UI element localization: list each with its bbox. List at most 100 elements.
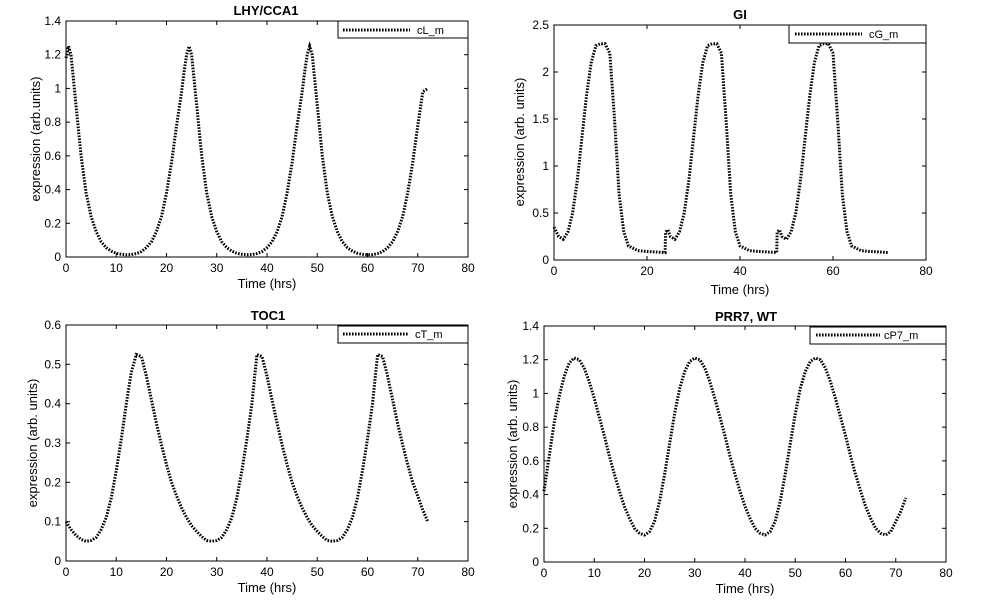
x-tick-label: 70	[889, 566, 903, 580]
y-tick-label: 0.2	[522, 521, 539, 535]
legend: cG_m	[788, 24, 927, 44]
x-tick-label: 40	[260, 261, 274, 275]
y-tick-label: 0.4	[522, 488, 539, 502]
chart-panel-lhy-cca1: LHY/CCA1 0 0.2 0.4 0.6 0.8 1 1.2 1.4 0 10 20 30 40 5…	[28, 3, 475, 291]
x-axis-label: Time (hrs)	[711, 282, 770, 297]
x-tick-label: 60	[839, 566, 853, 580]
legend-label: cL_m	[417, 25, 444, 37]
y-tick-label: 0.2	[44, 475, 61, 489]
x-tick-label: 80	[461, 261, 475, 275]
y-tick-label: 0.5	[44, 357, 61, 371]
y-axis-ticks: 0 0.2 0.4 0.6 0.8 1 1.2 1.4	[44, 14, 468, 264]
x-tick-label: 10	[588, 566, 602, 580]
chart-panel-gi: GI 0 0.5 1 1.5 2 2.5 0 20 40 60 80 Time (hrs) exp…	[512, 7, 933, 297]
y-axis-ticks: 0 0.1 0.2 0.3 0.4 0.5 0.6	[44, 318, 468, 568]
chart-title: PRR7, WT	[715, 309, 777, 324]
y-axis-ticks: 0 0.5 1 1.5 2 2.5	[532, 18, 926, 267]
y-tick-label: 0	[54, 250, 61, 264]
x-tick-label: 80	[919, 264, 933, 278]
y-tick-label: 0.5	[532, 206, 549, 220]
legend-label: cP7_m	[884, 330, 918, 342]
x-tick-label: 0	[541, 566, 548, 580]
plot-frame	[543, 325, 947, 563]
legend: cP7_m	[809, 326, 947, 345]
y-tick-label: 1.2	[522, 353, 539, 367]
x-tick-label: 10	[110, 565, 124, 579]
y-axis-label: expression (arb.units)	[28, 77, 43, 202]
x-tick-label: 20	[160, 565, 174, 579]
x-tick-label: 50	[789, 566, 803, 580]
y-tick-label: 1.2	[44, 48, 61, 62]
chart-title: GI	[733, 7, 747, 22]
y-tick-label: 1.4	[44, 14, 61, 28]
x-tick-label: 20	[640, 264, 654, 278]
y-tick-label: 1.4	[522, 319, 539, 333]
x-tick-label: 70	[411, 261, 425, 275]
y-tick-label: 0.8	[522, 420, 539, 434]
y-axis-label: expression (arb. units)	[505, 380, 520, 509]
x-tick-label: 60	[826, 264, 840, 278]
series-line-cl-m	[64, 41, 429, 257]
x-tick-label: 10	[110, 261, 124, 275]
y-tick-label: 2	[542, 65, 549, 79]
x-tick-label: 70	[411, 565, 425, 579]
x-tick-label: 0	[551, 264, 558, 278]
y-tick-label: 0.4	[44, 397, 61, 411]
legend-label: cG_m	[869, 29, 898, 41]
y-tick-label: 0.6	[44, 149, 61, 163]
x-tick-label: 0	[63, 261, 70, 275]
x-tick-label: 40	[260, 565, 274, 579]
y-tick-label: 1	[542, 159, 549, 173]
y-axis-label: expression (arb. units)	[25, 379, 40, 508]
series-line-cp7-m	[542, 356, 908, 537]
y-tick-label: 0.6	[44, 318, 61, 332]
legend-box	[788, 24, 927, 44]
x-tick-label: 40	[733, 264, 747, 278]
y-tick-label: 0.8	[44, 115, 61, 129]
x-axis-label: Time (hrs)	[238, 580, 297, 595]
x-tick-label: 20	[638, 566, 652, 580]
y-tick-label: 0.4	[44, 183, 61, 197]
x-tick-label: 40	[738, 566, 752, 580]
chart-title: LHY/CCA1	[233, 3, 298, 18]
chart-panel-toc1: TOC1 0 0.1 0.2 0.3 0.4 0.5 0.6 0 10 20 30 40 50 60 70…	[25, 308, 475, 595]
y-tick-label: 0.1	[44, 515, 61, 529]
chart-panel-prr7: PRR7, WT 0 0.2 0.4 0.6 0.8 1 1.2 1.4 0 10 20 30 40 5…	[505, 309, 953, 596]
y-tick-label: 1	[54, 81, 61, 95]
x-tick-label: 30	[688, 566, 702, 580]
legend-label: cT_m	[415, 329, 443, 341]
x-axis-ticks: 0 10 20 30 40 50 60 70 80	[63, 325, 475, 579]
series-line-cg-m	[552, 42, 889, 255]
x-tick-label: 50	[311, 261, 325, 275]
x-tick-label: 80	[461, 565, 475, 579]
x-axis-ticks: 0 10 20 30 40 50 60 70 80	[63, 21, 475, 275]
x-tick-label: 0	[63, 565, 70, 579]
x-tick-label: 80	[939, 566, 953, 580]
x-axis-ticks: 0 10 20 30 40 50 60 70 80	[541, 326, 953, 580]
y-tick-label: 0.6	[522, 454, 539, 468]
x-tick-label: 60	[361, 565, 375, 579]
y-axis-label: expression (arb. units)	[512, 78, 527, 207]
y-axis-ticks: 0 0.2 0.4 0.6 0.8 1 1.2 1.4	[522, 319, 946, 569]
legend-box	[809, 326, 947, 345]
x-tick-label: 50	[311, 565, 325, 579]
plot-frame	[65, 20, 469, 258]
legend: cL_m	[337, 20, 469, 39]
y-tick-label: 1	[532, 386, 539, 400]
y-tick-label: 0	[542, 253, 549, 267]
series-line-ct-m	[64, 352, 430, 543]
y-tick-label: 0	[54, 554, 61, 568]
x-tick-label: 30	[210, 261, 224, 275]
chart-title: TOC1	[251, 308, 285, 323]
legend: cT_m	[337, 325, 469, 344]
y-tick-label: 0.3	[44, 436, 61, 450]
y-tick-label: 0	[532, 555, 539, 569]
x-axis-label: Time (hrs)	[238, 276, 297, 291]
x-tick-label: 60	[361, 261, 375, 275]
x-axis-label: Time (hrs)	[716, 581, 775, 596]
x-axis-ticks: 0 20 40 60 80	[551, 25, 933, 278]
plot-frame	[65, 324, 469, 562]
x-tick-label: 20	[160, 261, 174, 275]
y-tick-label: 2.5	[532, 18, 549, 32]
